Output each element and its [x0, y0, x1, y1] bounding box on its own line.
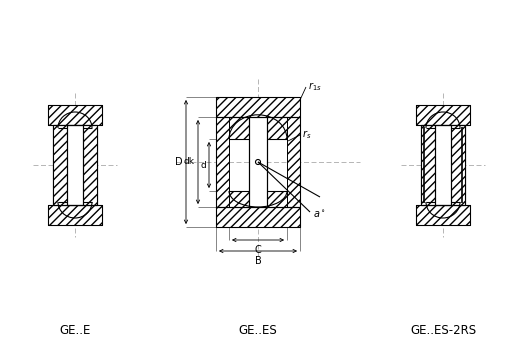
Bar: [53, 125, 97, 205]
Text: GE..ES: GE..ES: [239, 323, 277, 336]
Text: C: C: [255, 245, 262, 255]
Bar: [416, 205, 470, 225]
Bar: [416, 105, 470, 125]
Bar: [421, 125, 465, 205]
Text: dk: dk: [184, 158, 195, 167]
Bar: [421, 125, 465, 205]
Bar: [451, 125, 465, 205]
Bar: [229, 191, 287, 207]
Bar: [416, 105, 470, 125]
Bar: [53, 125, 67, 205]
Text: GE..E: GE..E: [59, 323, 91, 336]
Bar: [287, 117, 300, 207]
Bar: [67, 125, 83, 137]
Bar: [48, 105, 102, 125]
Bar: [435, 125, 451, 205]
Bar: [216, 207, 300, 227]
Bar: [53, 125, 97, 205]
Bar: [249, 117, 267, 207]
Text: r$_{1s}$: r$_{1s}$: [308, 80, 322, 93]
Text: a$^\circ$: a$^\circ$: [313, 208, 325, 220]
Bar: [216, 207, 300, 227]
Text: d: d: [200, 161, 206, 169]
Bar: [229, 117, 287, 139]
Bar: [421, 125, 435, 205]
Text: r$_s$: r$_s$: [302, 128, 311, 141]
Bar: [216, 97, 300, 117]
Bar: [67, 125, 83, 205]
Bar: [435, 193, 451, 205]
Bar: [216, 97, 300, 117]
Text: B: B: [255, 256, 262, 266]
Bar: [83, 125, 97, 205]
Text: GE..ES-2RS: GE..ES-2RS: [410, 323, 476, 336]
Bar: [216, 117, 229, 207]
Bar: [435, 125, 451, 137]
Bar: [67, 193, 83, 205]
Bar: [48, 105, 102, 125]
Bar: [416, 205, 470, 225]
Bar: [48, 205, 102, 225]
Bar: [48, 205, 102, 225]
Bar: [216, 117, 300, 207]
Text: D: D: [175, 157, 183, 167]
